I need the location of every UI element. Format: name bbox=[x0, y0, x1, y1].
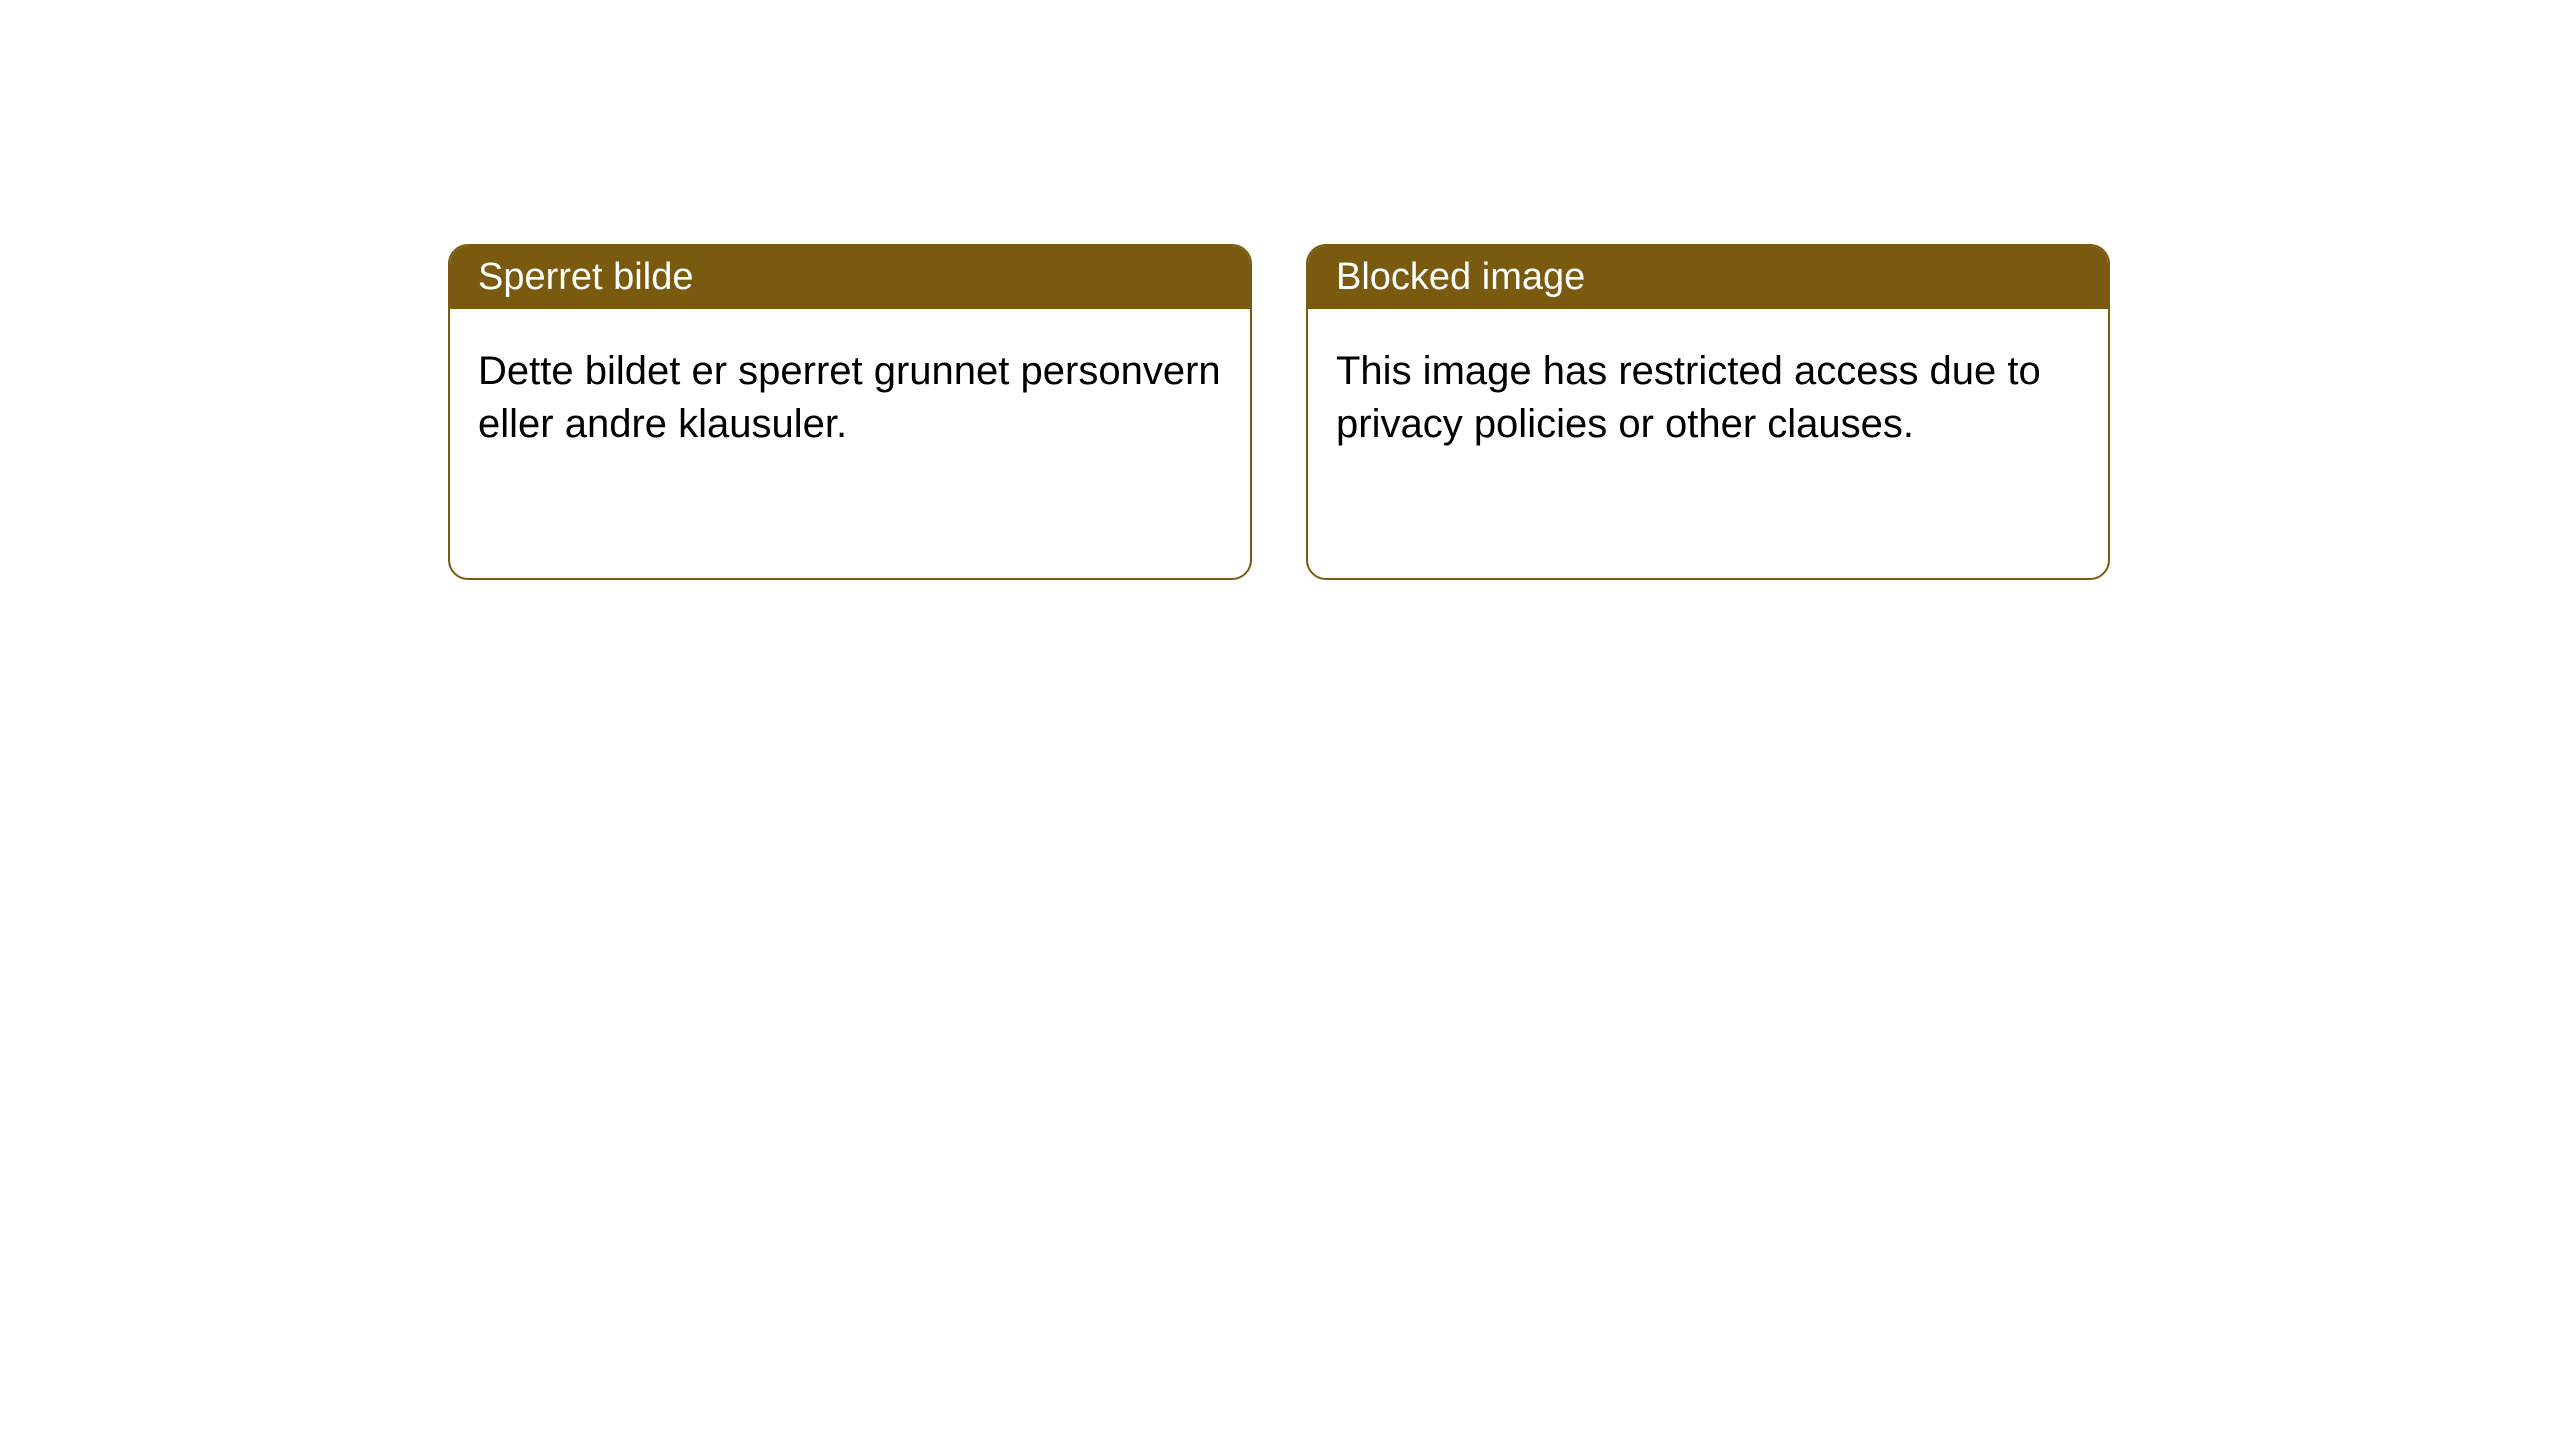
notice-container: Sperret bilde Dette bildet er sperret gr… bbox=[0, 0, 2560, 580]
card-header-no: Sperret bilde bbox=[450, 246, 1250, 309]
card-message-en: This image has restricted access due to … bbox=[1336, 349, 2041, 446]
blocked-image-card-no: Sperret bilde Dette bildet er sperret gr… bbox=[448, 244, 1252, 580]
card-title-en: Blocked image bbox=[1336, 256, 1585, 298]
card-message-no: Dette bildet er sperret grunnet personve… bbox=[478, 349, 1221, 446]
card-header-en: Blocked image bbox=[1308, 246, 2108, 309]
card-body-en: This image has restricted access due to … bbox=[1308, 309, 2108, 487]
card-body-no: Dette bildet er sperret grunnet personve… bbox=[450, 309, 1250, 487]
blocked-image-card-en: Blocked image This image has restricted … bbox=[1306, 244, 2110, 580]
card-title-no: Sperret bilde bbox=[478, 256, 693, 298]
